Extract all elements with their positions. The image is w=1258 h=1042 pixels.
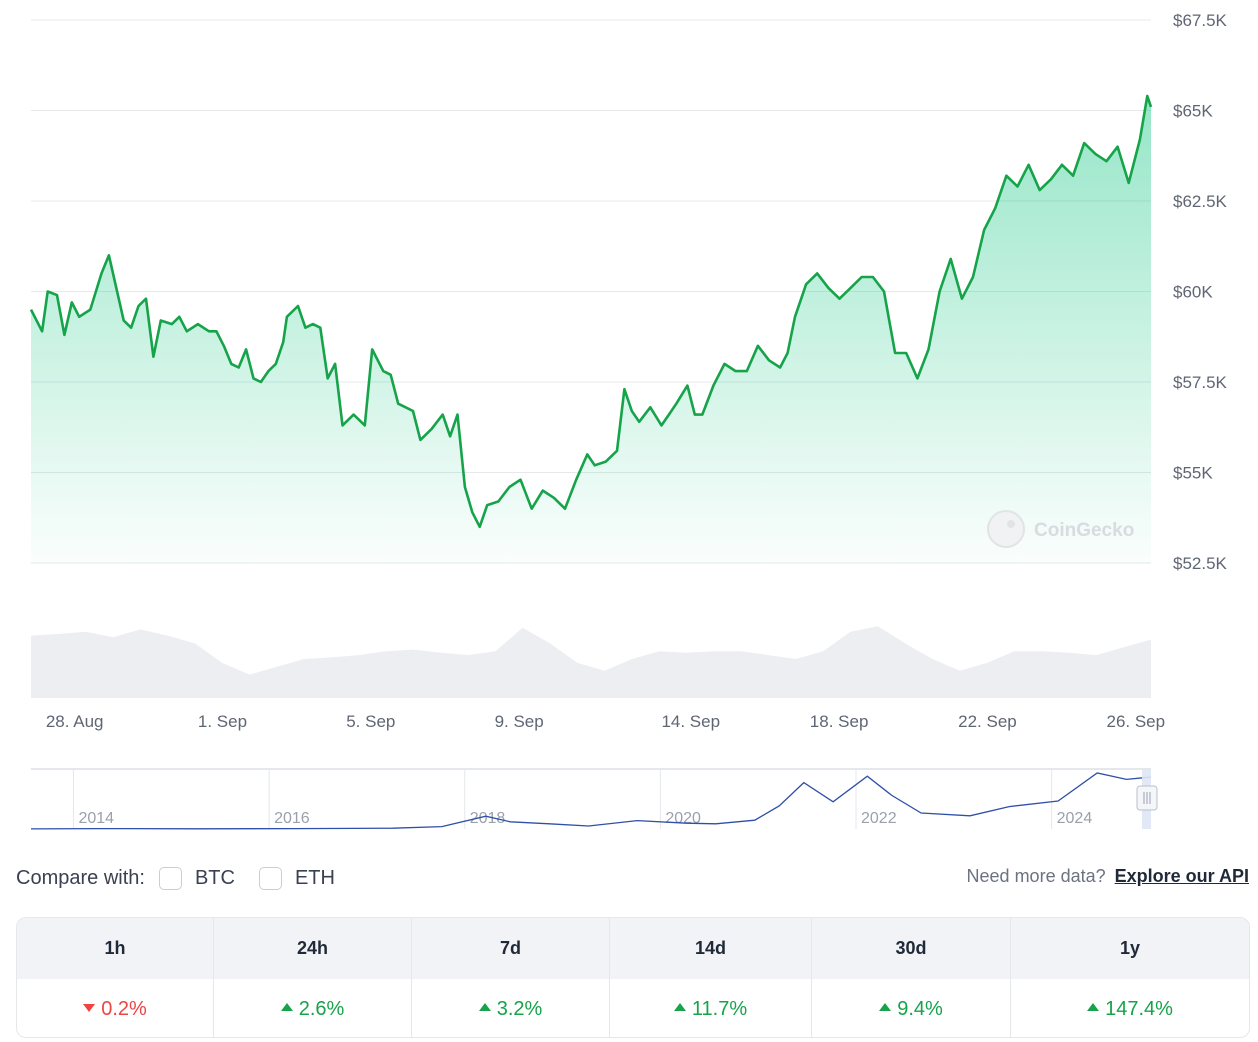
navigator-tick-label: 2014 xyxy=(78,810,114,827)
performance-percent: 147.4% xyxy=(1105,997,1173,1020)
y-tick-label: $65K xyxy=(1173,102,1213,121)
coingecko-logo-icon xyxy=(987,510,1025,548)
eth-checkbox-box[interactable] xyxy=(258,866,282,890)
performance-percent: 0.2% xyxy=(101,997,147,1020)
explore-api-link[interactable]: Explore our API xyxy=(1114,866,1249,886)
api-promo: Need more data? Explore our API xyxy=(967,866,1249,887)
x-tick-label: 22. Sep xyxy=(958,712,1017,731)
navigator-tick-label: 2022 xyxy=(861,810,897,827)
performance-header-14d: 14d xyxy=(610,918,812,979)
performance-header-1y: 1y xyxy=(1119,938,1141,958)
performance-header-24h: 24h xyxy=(214,918,412,979)
coingecko-logo-eye xyxy=(1007,520,1015,528)
caret-up-icon xyxy=(478,1003,491,1011)
navigator-tick-label: 2016 xyxy=(274,810,310,827)
x-tick-label: 1. Sep xyxy=(198,712,247,731)
caret-up-icon xyxy=(879,1003,892,1011)
performance-value-1y: 147.4% xyxy=(1011,979,1249,1037)
y-tick-label: $55K xyxy=(1173,464,1213,483)
performance-percent: 9.4% xyxy=(897,997,943,1020)
x-tick-label: 14. Sep xyxy=(661,712,720,731)
compare-row: Compare with: BTC ETH xyxy=(16,864,359,892)
performance-percent: 3.2% xyxy=(496,997,543,1020)
caret-up-icon xyxy=(1087,1003,1100,1011)
y-tick-label: $60K xyxy=(1173,283,1213,302)
performance-value-row: 0.2% 2.6% 3.2% 11.7% 9.4% 147.4% xyxy=(17,979,1249,1037)
performance-value-7d: 3.2% xyxy=(412,979,610,1037)
y-tick-label: $67.5K xyxy=(1173,11,1228,30)
btc-checkbox-box[interactable] xyxy=(158,866,182,890)
price-area xyxy=(31,96,1151,563)
price-chart[interactable]: $67.5K $65K $62.5K $60K $57.5K $55K $52.5K Coin… xyxy=(0,0,1258,850)
performance-value-24h: 2.6% xyxy=(214,979,412,1037)
api-prompt: Need more data? xyxy=(966,866,1106,886)
performance-table: 1h 24h 7d 14d 30d 1y 0.2% 2.6% 3.2% 11.7% 9.4% 147… xyxy=(16,917,1250,1038)
performance-header-row: 1h 24h 7d 14d 30d 1y xyxy=(17,918,1249,979)
eth-option-label[interactable]: ETH xyxy=(294,866,335,889)
btc-option-label[interactable]: BTC xyxy=(194,866,235,889)
watermark-text: CoinGecko xyxy=(1034,520,1134,541)
caret-up-icon xyxy=(280,1003,293,1011)
x-tick-label: 26. Sep xyxy=(1106,712,1165,731)
coingecko-watermark: CoinGecko xyxy=(987,510,1134,548)
performance-value-1h: 0.2% xyxy=(17,979,214,1037)
performance-percent: 2.6% xyxy=(298,997,345,1020)
y-tick-label: $62.5K xyxy=(1173,192,1228,211)
x-tick-label: 5. Sep xyxy=(346,712,395,731)
y-tick-label: $57.5K xyxy=(1173,373,1228,392)
compare-eth-checkbox[interactable]: ETH xyxy=(258,866,335,890)
x-tick-label: 28. Aug xyxy=(46,712,104,731)
compare-btc-checkbox[interactable]: BTC xyxy=(158,866,235,890)
performance-value-30d: 9.4% xyxy=(812,979,1011,1037)
navigator-tick-label: 2020 xyxy=(665,810,701,827)
price-line xyxy=(29,94,1153,529)
navigator-tick-label: 2024 xyxy=(1057,810,1093,827)
performance-header-1h: 1h xyxy=(17,918,214,979)
x-tick-label: 18. Sep xyxy=(810,712,869,731)
performance-header-30d: 30d xyxy=(812,918,1011,979)
navigator-line xyxy=(30,772,1152,830)
performance-percent: 11.7% xyxy=(691,997,748,1020)
x-tick-label: 9. Sep xyxy=(495,712,544,731)
navigator-tick-label: 2018 xyxy=(470,810,506,827)
performance-value-14d: 11.7% xyxy=(610,979,812,1037)
caret-up-icon xyxy=(673,1003,686,1011)
performance-header-7d: 7d xyxy=(412,918,610,979)
y-tick-label: $52.5K xyxy=(1173,554,1228,573)
compare-label: Compare with: xyxy=(16,866,145,889)
volume-area xyxy=(31,626,1151,698)
chart-svg[interactable]: $67.5K $65K $62.5K $60K $57.5K $55K $52.5K Coin… xyxy=(0,0,1258,850)
caret-down-icon xyxy=(83,1004,96,1012)
